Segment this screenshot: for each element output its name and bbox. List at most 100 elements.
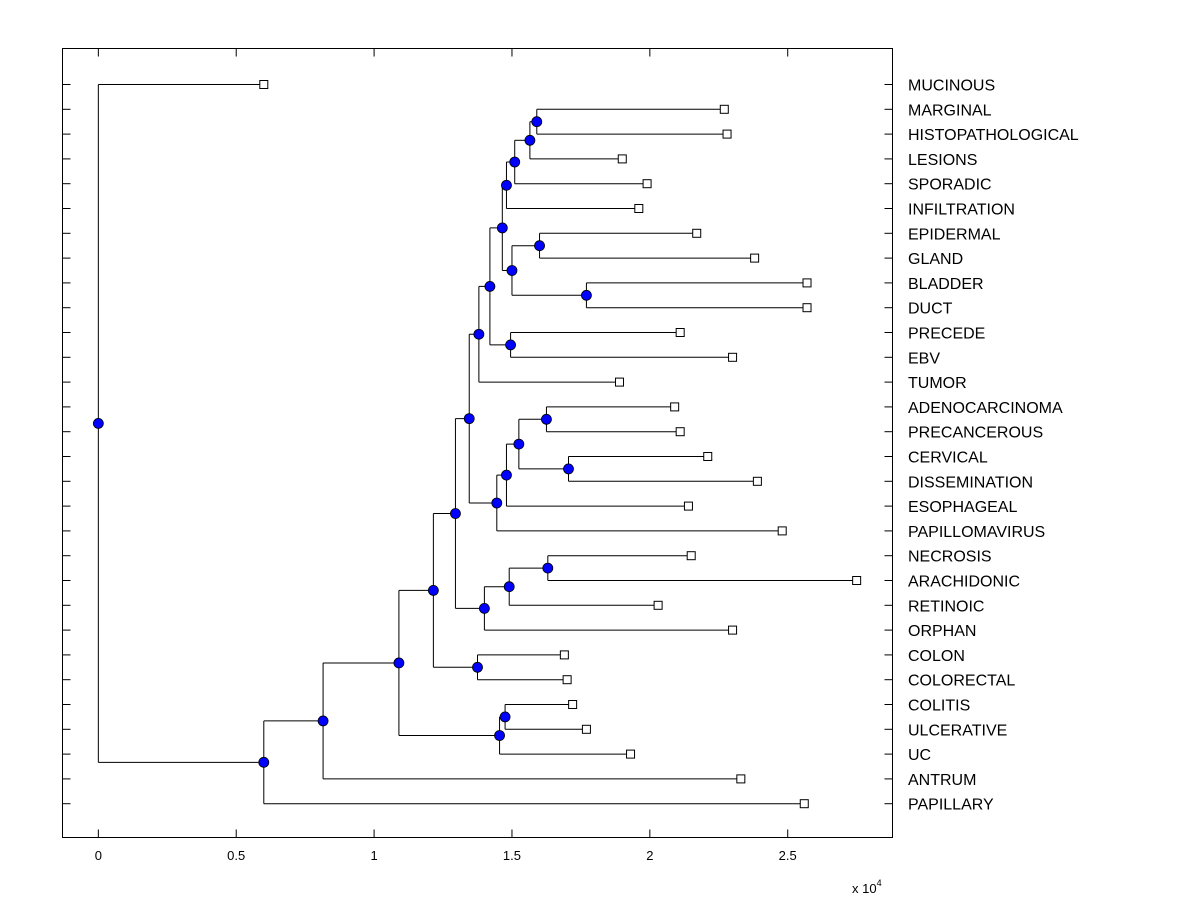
leaf-marker (752, 476, 762, 486)
leaf-marker (736, 774, 746, 784)
axis-multiplier-label: x 104 (852, 878, 882, 896)
node-marker (317, 715, 329, 727)
leaf-label: ANTRUM (908, 772, 976, 789)
leaf-label: HISTOPATHOLOGICAL (908, 127, 1079, 144)
node-marker (473, 328, 485, 340)
leaf-label: BLADDER (908, 276, 984, 293)
leaf-label: GLAND (908, 251, 963, 268)
leaf-marker (719, 104, 729, 114)
x-tick-label: 2.5 (779, 848, 797, 863)
leaf-label: LESIONS (908, 152, 977, 169)
leaf-label: EPIDERMAL (908, 226, 1001, 243)
x-tick-label: 1.5 (503, 848, 521, 863)
leaf-marker (675, 427, 685, 437)
x-axis-labels-layer: 0 0.5 1 1.5 2 2.5 (95, 848, 797, 863)
plot-frame (62, 48, 893, 838)
leaf-label: NECROSIS (908, 549, 992, 566)
node-marker (534, 240, 545, 252)
leaf-label: SPORADIC (908, 177, 992, 194)
node-marker (499, 711, 511, 723)
leaf-label: UC (908, 747, 931, 764)
leaf-marker (722, 129, 732, 139)
leaf-marker (617, 154, 627, 164)
leaf-label: PRECANCEROUS (908, 425, 1043, 442)
node-marker (524, 134, 536, 146)
leaf-label: COLITIS (908, 698, 970, 715)
leaf-label: PAPILLOMAVIRUS (908, 524, 1045, 541)
node-marker (581, 289, 592, 301)
node-marker (541, 413, 552, 425)
node-marker (563, 463, 574, 475)
leaf-label: INFILTRATION (908, 202, 1015, 219)
node-marker (503, 581, 515, 593)
x-tick-label: 0.5 (227, 848, 245, 863)
node-marker (501, 469, 512, 481)
leaf-label: CERVICAL (908, 450, 988, 467)
node-marker (506, 265, 518, 276)
leaf-label: ARACHIDONIC (908, 574, 1020, 591)
leaf-marker (852, 576, 862, 585)
leaf-markers-layer (259, 80, 862, 809)
node-marker (494, 730, 505, 741)
leaf-marker (683, 501, 693, 511)
leaf-label: PAPILLARY (908, 797, 994, 814)
leaf-marker (728, 352, 738, 362)
leaf-marker (642, 179, 652, 189)
leaf-marker (703, 452, 713, 461)
node-markers-layer (92, 116, 592, 768)
node-marker (472, 661, 483, 673)
node-marker (478, 603, 490, 614)
node-marker (258, 756, 270, 768)
node-marker (92, 418, 104, 429)
leaf-label: DISSEMINATION (908, 474, 1033, 491)
leaf-label: ESOPHAGEAL (908, 499, 1017, 516)
leaf-marker (799, 799, 809, 809)
leaf-marker (626, 749, 636, 759)
leaf-marker (777, 526, 787, 536)
leaf-marker (670, 402, 680, 412)
leaf-label: PRECEDE (908, 326, 985, 343)
leaf-marker (568, 700, 578, 709)
leaf-marker (675, 328, 685, 337)
leaf-labels-layer: MUCINOUS MARGINAL HISTOPATHOLOGICAL LESIONS… (908, 78, 1079, 814)
leaf-label: ULCERATIVE (908, 722, 1007, 739)
leaf-label: DUCT (908, 301, 953, 318)
node-marker (463, 413, 475, 425)
leaf-marker (802, 303, 812, 313)
leaf-marker (692, 228, 702, 238)
x-tick-label: 2 (646, 848, 653, 863)
node-marker (542, 562, 554, 574)
node-marker (393, 657, 405, 669)
node-marker (450, 508, 461, 519)
x-tick-label: 1 (370, 848, 377, 863)
leaf-label: MUCINOUS (908, 78, 995, 95)
node-marker (505, 339, 516, 351)
leaf-marker (562, 675, 572, 685)
leaf-label: EBV (908, 350, 940, 367)
leaf-label: TUMOR (908, 375, 967, 392)
node-marker (427, 585, 439, 596)
leaf-marker (653, 600, 663, 610)
node-marker (513, 438, 525, 450)
leaf-marker (634, 204, 644, 213)
node-marker (491, 497, 503, 509)
x-tick-label: 0 (95, 848, 102, 863)
leaf-label: RETINOIC (908, 598, 984, 615)
leaf-label: COLORECTAL (908, 673, 1015, 690)
leaf-marker (615, 377, 625, 387)
leaf-marker (750, 253, 760, 263)
node-marker (509, 156, 521, 168)
node-marker (501, 179, 512, 191)
leaf-label: MARGINAL (908, 102, 992, 119)
leaf-label: COLON (908, 648, 965, 665)
leaf-marker (581, 724, 591, 734)
node-marker (484, 280, 496, 292)
leaf-label: ADENOCARCINOMA (908, 400, 1063, 417)
leaf-marker (259, 80, 269, 89)
leaf-marker (728, 625, 738, 635)
leaf-label: ORPHAN (908, 623, 976, 640)
node-marker (531, 116, 543, 128)
leaf-marker (686, 551, 696, 561)
